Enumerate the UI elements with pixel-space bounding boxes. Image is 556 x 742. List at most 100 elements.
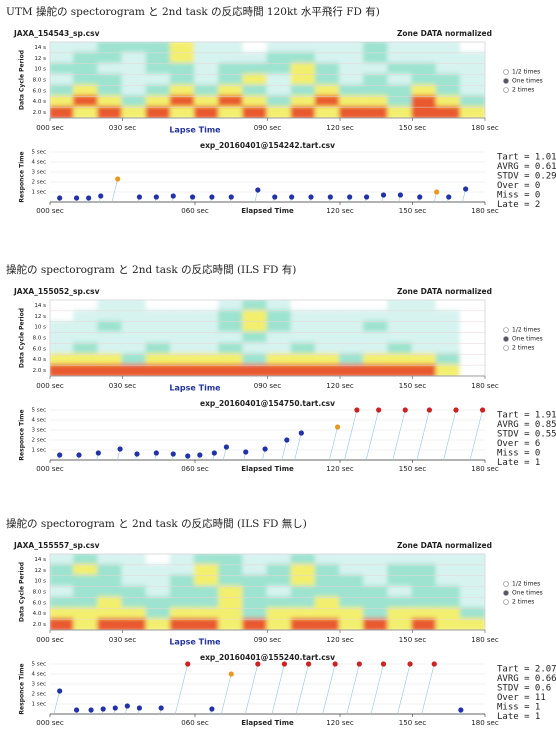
- response-point: [347, 194, 353, 200]
- heat-cell: [242, 73, 269, 87]
- heat-cell: [242, 554, 269, 566]
- heat-cell: [290, 574, 317, 588]
- heat-cell: [73, 331, 100, 345]
- response-point: [124, 703, 130, 709]
- heat-cell: [339, 554, 366, 566]
- heat-cell: [145, 106, 172, 118]
- x-tick-label: 180 sec: [471, 636, 499, 644]
- heat-cell: [266, 618, 293, 630]
- option-label[interactable]: 2 times: [512, 345, 534, 352]
- option-radio[interactable]: [503, 327, 509, 333]
- option-radio[interactable]: [503, 69, 509, 75]
- y-tick-label: 12 s: [34, 568, 46, 574]
- heat-cell: [145, 84, 172, 98]
- response-line: [294, 432, 302, 461]
- y-tick-label: 2 sec: [31, 180, 46, 186]
- heat-cell: [121, 596, 148, 610]
- heat-cell: [50, 585, 76, 599]
- option-label[interactable]: One times: [512, 336, 543, 343]
- heat-cell: [242, 309, 269, 323]
- heat-cell: [242, 618, 269, 630]
- heat-cell: [97, 95, 124, 109]
- heat-cell: [169, 320, 196, 334]
- heat-cell: [97, 84, 124, 98]
- file-label: JAXA_154543_sp.csv: [13, 29, 100, 38]
- heat-cell: [363, 563, 390, 577]
- heat-cell: [363, 300, 390, 312]
- heat-cell: [121, 364, 148, 376]
- y-tick-label: 4 sec: [31, 160, 46, 166]
- heat-cell: [435, 106, 462, 118]
- heat-cell: [266, 554, 293, 566]
- heat-cell: [169, 607, 196, 621]
- response-point: [262, 446, 268, 452]
- option-label[interactable]: 1/2 times: [512, 69, 540, 76]
- heat-cell: [339, 106, 366, 118]
- heat-cell: [169, 62, 196, 76]
- stat-line: Tart = 1.01: [497, 153, 556, 163]
- heat-cell: [169, 73, 196, 87]
- response-line: [344, 409, 358, 461]
- response-point: [170, 451, 176, 457]
- option-label[interactable]: One times: [512, 78, 543, 85]
- heat-cell: [314, 84, 341, 98]
- response-point: [73, 195, 80, 201]
- heat-cell: [194, 563, 221, 577]
- x-tick-label: 000 sec: [36, 382, 64, 390]
- response-point: [86, 195, 92, 201]
- heat-cell: [73, 300, 100, 312]
- heat-cell: [73, 42, 100, 54]
- option-radio[interactable]: [503, 590, 509, 596]
- heat-cell: [339, 62, 366, 76]
- heat-cell: [435, 574, 462, 588]
- heat-cell: [387, 331, 414, 345]
- heat-cell: [314, 42, 341, 54]
- option-label[interactable]: 2 times: [512, 599, 534, 606]
- heat-cell: [435, 554, 462, 566]
- heat-cell: [411, 84, 438, 98]
- option-label[interactable]: One times: [512, 590, 543, 597]
- heat-cell: [145, 95, 172, 109]
- option-radio[interactable]: [503, 345, 509, 351]
- response-point: [136, 705, 143, 711]
- response-line: [346, 663, 360, 715]
- option-radio[interactable]: [503, 87, 509, 93]
- option-radio[interactable]: [503, 78, 509, 84]
- heat-cell: [387, 563, 414, 577]
- x-tick-label: 120 sec: [326, 465, 354, 473]
- option-label[interactable]: 2 times: [512, 87, 534, 94]
- heat-cell: [73, 574, 100, 588]
- option-radio[interactable]: [503, 599, 509, 605]
- heat-cell: [194, 618, 221, 630]
- heat-cell: [50, 42, 76, 54]
- heat-cell: [411, 320, 438, 334]
- heat-cell: [73, 106, 100, 118]
- response-point: [417, 194, 423, 200]
- heat-cell: [314, 607, 341, 621]
- stat-line: Late = 1: [497, 458, 540, 468]
- option-radio[interactable]: [503, 581, 509, 587]
- heat-cell: [169, 554, 196, 566]
- x-axis-label: Elapsed Time: [241, 207, 294, 215]
- option-label[interactable]: 1/2 times: [512, 581, 540, 588]
- heat-cell: [387, 300, 414, 312]
- option-radio[interactable]: [503, 336, 509, 342]
- heat-cell: [73, 554, 100, 566]
- y-tick-label: 5 sec: [31, 408, 46, 414]
- heat-cell: [121, 554, 148, 566]
- response-line: [271, 663, 285, 715]
- heat-cell: [411, 42, 438, 54]
- heat-cell: [121, 73, 148, 87]
- response-point: [255, 661, 261, 667]
- response-point: [327, 194, 333, 200]
- option-label[interactable]: 1/2 times: [512, 327, 540, 334]
- heat-cell: [194, 342, 221, 356]
- heat-cell: [290, 596, 317, 610]
- heat-cell: [290, 320, 317, 334]
- heat-cell: [290, 618, 317, 630]
- heat-cell: [121, 51, 148, 65]
- heat-cell: [73, 51, 100, 65]
- x-tick-label: 180 sec: [471, 382, 499, 390]
- x-tick-label: 090 sec: [254, 636, 282, 644]
- response-line: [174, 663, 189, 715]
